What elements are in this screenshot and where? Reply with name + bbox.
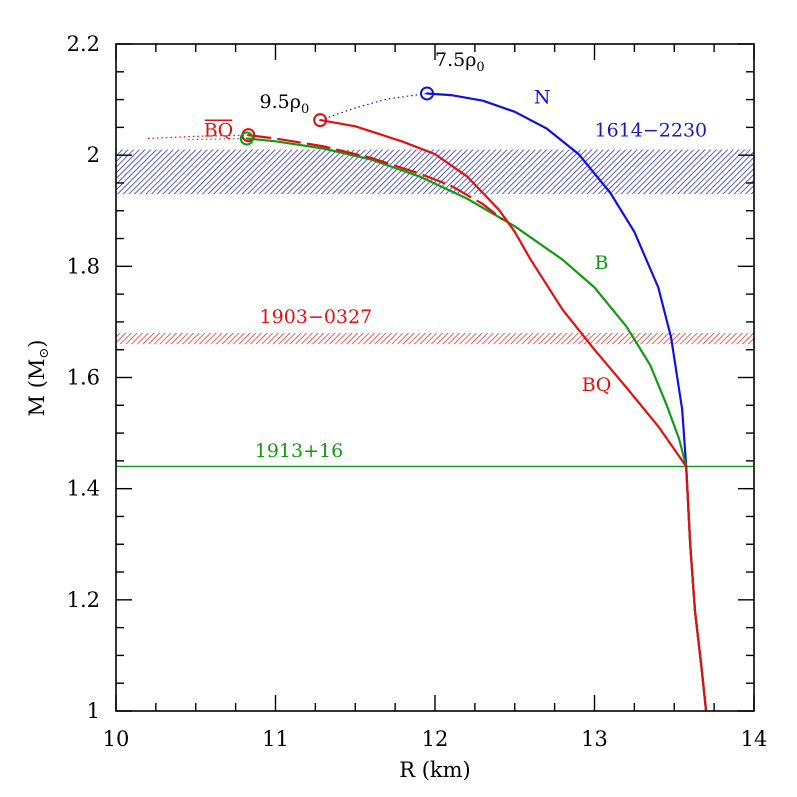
plot-frame — [115, 43, 755, 712]
band-1903-0327 — [116, 333, 754, 345]
series-bq-unstable — [147, 134, 249, 140]
series-b — [245, 137, 708, 711]
max-marker-1 — [313, 113, 328, 128]
curve-series — [147, 92, 708, 711]
x-tick-label: 13 — [581, 727, 608, 751]
label-b: B — [595, 252, 609, 274]
y-axis-title-close: ) — [25, 340, 49, 348]
max-marker-3 — [239, 131, 254, 146]
label-1614-2230: 1614−2230 — [595, 119, 708, 141]
label-bq: BQ — [204, 119, 234, 141]
y-tick-label: 2.2 — [67, 32, 100, 56]
y-tick-label: 1.2 — [67, 588, 100, 612]
series-bq — [319, 119, 708, 711]
label-bq: BQ — [582, 374, 612, 396]
annotations: 7.5ρ0 9.5ρ0 N BQ 1614−2230 B 1903−0327 BQ 1913+1… — [204, 49, 707, 462]
label-n: N — [534, 86, 551, 108]
y-axis-title-sun: ⊙ — [37, 348, 52, 359]
band-1614-2230 — [116, 149, 754, 195]
y-axis-title-main: M (M — [25, 359, 49, 417]
x-axis-title: R (km) — [399, 758, 471, 782]
y-tick-label: 2 — [87, 143, 100, 167]
label-1913-16: 1913+16 — [255, 440, 343, 462]
measurement-bands — [116, 149, 754, 345]
y-tick-label: 1 — [87, 699, 100, 723]
label-1903-0327: 1903−0327 — [260, 306, 373, 328]
y-tick-label: 1.6 — [67, 366, 100, 390]
label-9-5-0: 9.5ρ0 — [260, 91, 310, 117]
series-b-unstable — [187, 137, 247, 141]
x-tick-label: 14 — [741, 727, 768, 751]
x-tick-label: 12 — [422, 727, 449, 751]
maximum-mass-markers — [239, 86, 435, 146]
series-bq-bar — [247, 134, 504, 221]
y-tick-label: 1.4 — [67, 477, 100, 501]
series-n-unstable — [320, 92, 428, 121]
y-axis-title: M (M⊙) — [25, 340, 52, 417]
x-tick-label: 11 — [262, 727, 289, 751]
axis-ticks — [115, 43, 755, 712]
max-marker-0 — [420, 86, 435, 101]
y-tick-label: 1.8 — [67, 254, 100, 278]
x-tick-label: 10 — [103, 727, 130, 751]
label-7-5-0: 7.5ρ0 — [435, 49, 485, 75]
x-tick-labels: 10 11 12 13 14 — [103, 727, 768, 751]
y-tick-labels: 1 1.2 1.4 1.6 1.8 2 2.2 — [67, 32, 100, 723]
